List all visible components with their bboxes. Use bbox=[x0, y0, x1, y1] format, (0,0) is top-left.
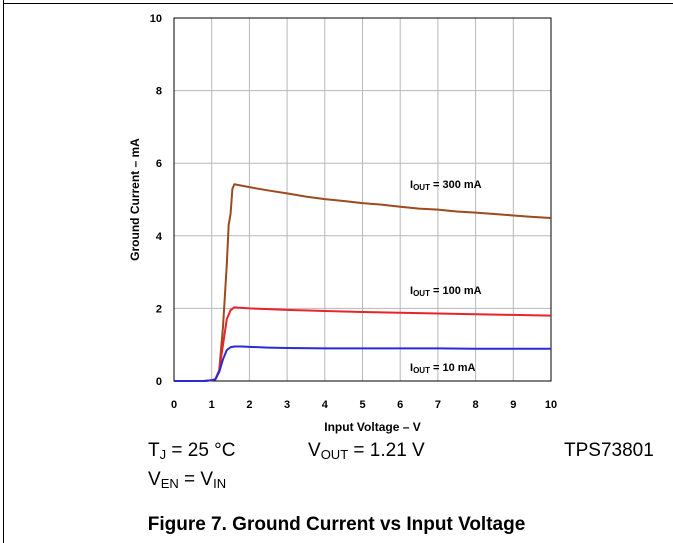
x-tick-label: 1 bbox=[209, 399, 215, 411]
frame-left-border bbox=[3, 0, 4, 543]
y-tick-label: 10 bbox=[150, 13, 162, 25]
y-tick-label: 4 bbox=[156, 231, 163, 243]
y-tick-label: 8 bbox=[156, 86, 162, 98]
x-tick-label: 7 bbox=[435, 399, 441, 411]
series-line-1 bbox=[174, 183, 552, 382]
frame-top-border bbox=[3, 3, 673, 4]
x-tick-label: 8 bbox=[473, 399, 479, 411]
series-label-2: IOUT = 100 mA bbox=[410, 285, 482, 298]
series-label-1: IOUT = 300 mA bbox=[410, 179, 482, 192]
enable-voltage-note: VEN = VIN bbox=[148, 469, 227, 491]
x-tick-label: 4 bbox=[322, 399, 329, 411]
y-tick-label: 2 bbox=[156, 303, 162, 315]
output-voltage-note: VOUT = 1.21 V bbox=[308, 440, 425, 462]
series-label-3: IOUT = 10 mA bbox=[410, 362, 476, 375]
part-number: TPS73801 bbox=[564, 440, 654, 461]
y-tick-label: 6 bbox=[156, 158, 162, 170]
x-tick-label: 2 bbox=[246, 399, 252, 411]
plot-area-border bbox=[173, 17, 552, 382]
x-tick-label: 5 bbox=[359, 399, 365, 411]
x-tick-label: 6 bbox=[397, 399, 403, 411]
x-axis-label: Input Voltage – V bbox=[324, 420, 420, 434]
x-tick-label: 9 bbox=[510, 399, 516, 411]
figure-caption: Figure 7. Ground Current vs Input Voltag… bbox=[147, 514, 526, 535]
junction-temperature-note: TJ = 25 °C bbox=[148, 440, 236, 462]
x-tick-label: 3 bbox=[284, 399, 290, 411]
y-axis-label: Ground Current – mA bbox=[128, 138, 142, 261]
x-tick-label: 0 bbox=[171, 399, 177, 411]
x-tick-label: 10 bbox=[545, 399, 557, 411]
series-line-3 bbox=[174, 345, 551, 382]
y-tick-label: 0 bbox=[156, 376, 162, 388]
